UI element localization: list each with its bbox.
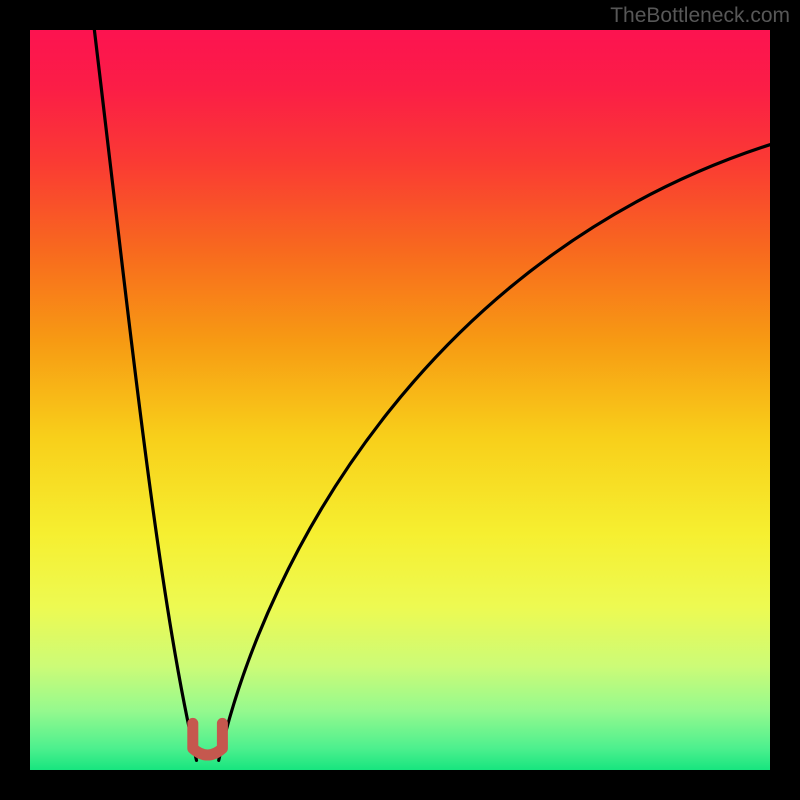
chart-container: TheBottleneck.com	[0, 0, 800, 800]
watermark-text: TheBottleneck.com	[610, 4, 790, 28]
bottleneck-chart	[0, 0, 800, 800]
